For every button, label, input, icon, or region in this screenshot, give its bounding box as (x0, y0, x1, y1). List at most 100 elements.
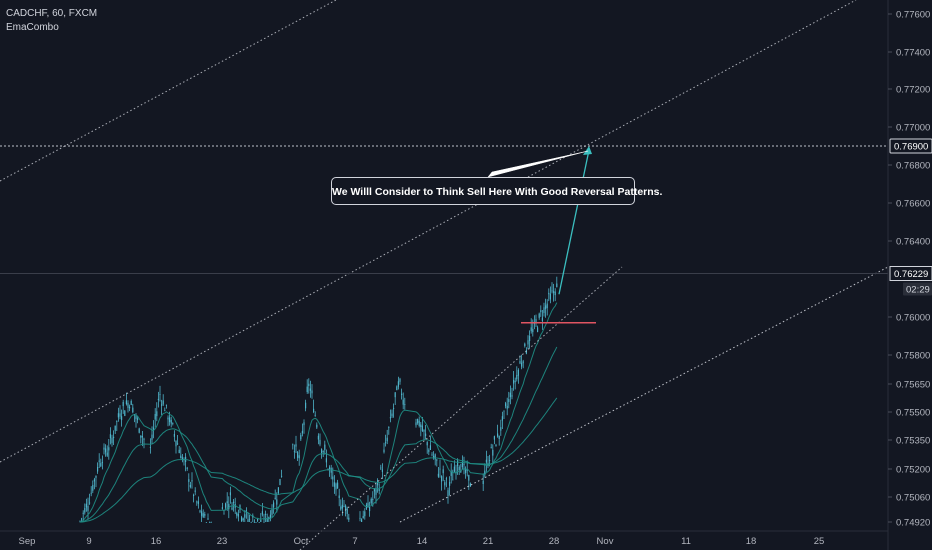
candle-body (106, 452, 108, 456)
candle-body (490, 447, 492, 449)
drawing-layer[interactable] (0, 0, 889, 550)
candle-body (221, 507, 223, 509)
candle-body (197, 501, 199, 504)
candle-body (423, 429, 425, 432)
candle-body (452, 479, 454, 481)
candle-body (425, 433, 427, 437)
candle-body (266, 518, 268, 522)
candle-body (401, 393, 403, 395)
candle-body (295, 444, 297, 447)
candle-body (485, 459, 487, 463)
candle-body (364, 511, 366, 517)
candle-body (261, 511, 263, 515)
price-tick-label: 0.76600 (896, 199, 930, 210)
candle-body (253, 522, 255, 523)
candle-body (519, 361, 521, 364)
candle-body (362, 516, 364, 519)
ema-line-mid (79, 346, 558, 523)
target-price-badge[interactable] (889, 138, 932, 154)
candle-body (164, 410, 166, 412)
candle-body (525, 350, 527, 354)
candle-body (177, 443, 179, 445)
candle-body (255, 522, 257, 523)
candle-body (156, 411, 158, 417)
candle-body (225, 503, 227, 508)
candle-body (345, 505, 347, 510)
candle-body (93, 479, 95, 482)
candle-body (105, 448, 107, 453)
candle-body (431, 454, 433, 456)
annotation-callout[interactable]: We Willl Consider to Think Sell Here Wit… (331, 177, 662, 205)
candle-body (489, 460, 491, 461)
candle-body (461, 461, 463, 468)
candle-body (292, 444, 294, 446)
candle-body (269, 514, 271, 520)
candle-body (437, 473, 439, 477)
candle-body (119, 413, 121, 417)
candle-body (322, 451, 324, 452)
candle-body (369, 507, 371, 512)
candle-body (367, 502, 369, 508)
price-tick-label: 0.77600 (896, 10, 930, 21)
candle-body (231, 507, 233, 510)
time-tick-label: 16 (151, 536, 162, 547)
candle-body (554, 291, 556, 296)
candle-body (140, 435, 142, 438)
candle-body (556, 283, 558, 288)
price-tick-label: 0.77000 (896, 123, 930, 134)
candle-body (417, 418, 419, 423)
time-tick-label: Sep (19, 536, 36, 547)
candle-body (303, 422, 305, 426)
candle-body (317, 435, 319, 440)
candle-body (465, 468, 467, 473)
candle-body (450, 471, 452, 476)
candle-body (498, 435, 500, 439)
channel-inner-line[interactable] (299, 266, 623, 550)
callout-pointer (487, 150, 589, 178)
candle-body (297, 452, 299, 458)
candle-body (97, 467, 99, 472)
candle-body (433, 456, 435, 458)
candle-body (135, 416, 137, 419)
projection-arrow-line[interactable] (558, 149, 590, 295)
candle-body (132, 407, 134, 413)
candle-body (521, 362, 523, 367)
candle-body (524, 343, 526, 347)
candle-body (137, 418, 139, 420)
candle-body (540, 310, 542, 313)
candle-body (532, 328, 534, 333)
time-tick-label: 25 (814, 536, 825, 547)
candle-body (548, 292, 550, 295)
ema-layer (79, 302, 558, 523)
candle-body (436, 459, 438, 461)
candle-body (161, 404, 163, 406)
candle-body (469, 483, 471, 487)
countdown-badge (903, 282, 932, 296)
candle-body (116, 421, 118, 422)
candle-body (305, 402, 307, 409)
candle-body (117, 413, 119, 418)
candle-body (279, 479, 281, 485)
candle-body (169, 417, 171, 422)
candle-body (242, 518, 244, 521)
indicator-label[interactable]: EmaCombo (6, 22, 59, 33)
candle-body (460, 470, 462, 473)
candle-body (482, 480, 484, 484)
candle-body (421, 425, 423, 431)
time-tick-label: Oct (294, 536, 309, 547)
candle-body (271, 509, 273, 515)
candle-body (204, 514, 206, 516)
last-price-badge[interactable] (889, 266, 932, 281)
candle-body (386, 437, 388, 442)
candle-body (108, 447, 110, 451)
candle-body (95, 476, 97, 478)
candle-body (129, 406, 131, 409)
candle-body (453, 466, 455, 472)
candle-body (415, 422, 417, 426)
candle-body (84, 508, 86, 513)
candle-body (306, 386, 308, 392)
candle-body (300, 434, 302, 440)
candle-body (257, 518, 259, 521)
